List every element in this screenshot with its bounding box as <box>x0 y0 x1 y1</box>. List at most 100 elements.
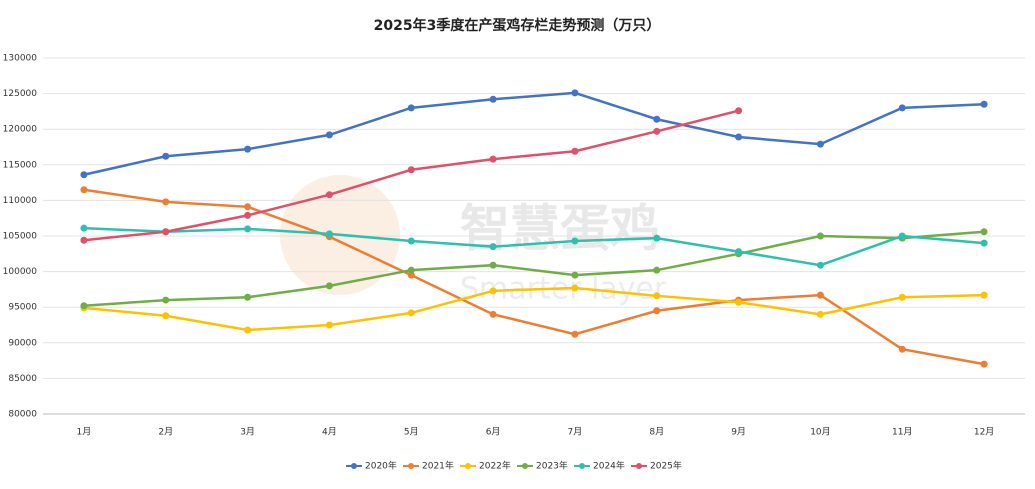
chart-title: 2025年3季度在产蛋鸡存栏走势预测（万只） <box>374 17 661 34</box>
data-point <box>898 232 906 240</box>
data-point <box>244 326 252 334</box>
data-point <box>980 100 988 108</box>
data-point <box>407 166 415 174</box>
data-point <box>325 131 333 139</box>
data-point <box>162 228 170 236</box>
data-point <box>489 95 497 103</box>
data-point <box>407 266 415 274</box>
x-tick-label: 2月 <box>158 427 173 438</box>
data-point <box>898 293 906 301</box>
y-tick-label: 120000 <box>3 125 38 135</box>
data-point <box>80 236 88 244</box>
data-point <box>898 345 906 353</box>
data-point <box>735 248 743 256</box>
data-point <box>653 292 661 300</box>
data-point <box>162 152 170 160</box>
data-point <box>244 293 252 301</box>
y-tick-label: 95000 <box>8 303 37 313</box>
y-tick-label: 130000 <box>3 54 38 64</box>
data-point <box>653 127 661 135</box>
data-point <box>898 104 906 112</box>
data-point <box>489 261 497 269</box>
legend-label: 2020年 <box>365 460 397 472</box>
legend-label: 2021年 <box>422 460 454 472</box>
data-point <box>816 310 824 318</box>
data-point <box>489 287 497 295</box>
data-point <box>980 291 988 299</box>
data-point <box>816 232 824 240</box>
x-tick-label: 4月 <box>322 427 337 438</box>
x-tick-label: 6月 <box>486 427 501 438</box>
data-point <box>571 237 579 245</box>
data-point <box>653 266 661 274</box>
data-point <box>816 291 824 299</box>
watermark: 智慧蛋鸡 <box>460 200 660 258</box>
y-tick-label: 85000 <box>8 374 37 384</box>
y-tick-label: 125000 <box>3 89 38 99</box>
data-point <box>571 284 579 292</box>
data-point <box>489 243 497 251</box>
data-point <box>80 302 88 310</box>
legend-swatch <box>522 463 528 469</box>
data-point <box>80 224 88 232</box>
data-point <box>980 239 988 247</box>
data-point <box>244 211 252 219</box>
data-point <box>244 203 252 211</box>
legend-swatch <box>579 463 585 469</box>
data-point <box>735 133 743 141</box>
x-tick-label: 11月 <box>892 427 912 438</box>
legend-label: 2025年 <box>650 460 682 472</box>
data-point <box>407 271 415 279</box>
data-point <box>735 107 743 115</box>
data-point <box>816 261 824 269</box>
x-tick-label: 1月 <box>77 427 92 438</box>
legend-swatch <box>408 463 414 469</box>
data-point <box>244 225 252 233</box>
data-point <box>571 89 579 97</box>
x-tick-label: 8月 <box>649 427 664 438</box>
series-line <box>83 230 985 308</box>
data-point <box>571 271 579 279</box>
data-point <box>653 234 661 242</box>
y-tick-label: 90000 <box>8 338 37 348</box>
x-tick-label: 10月 <box>810 427 830 438</box>
data-point <box>80 171 88 179</box>
legend-label: 2024年 <box>593 460 625 472</box>
legend-swatch <box>465 463 471 469</box>
legend-label: 2023年 <box>536 460 568 472</box>
y-tick-label: 105000 <box>3 232 38 242</box>
data-point <box>980 228 988 236</box>
series-line <box>83 91 985 176</box>
data-point <box>980 360 988 368</box>
series-line <box>83 226 985 267</box>
x-tick-label: 3月 <box>240 427 255 438</box>
legend-swatch <box>636 463 642 469</box>
y-tick-label: 115000 <box>3 160 38 170</box>
y-tick-label: 110000 <box>3 196 38 206</box>
data-point <box>407 309 415 317</box>
y-tick-label: 80000 <box>8 410 37 420</box>
legend-swatch <box>351 463 357 469</box>
data-point <box>80 186 88 194</box>
data-point <box>325 282 333 290</box>
data-point <box>325 230 333 238</box>
data-point <box>653 115 661 123</box>
data-point <box>489 155 497 163</box>
data-point <box>489 310 497 318</box>
data-point <box>407 237 415 245</box>
data-point <box>407 104 415 112</box>
series-line <box>83 188 985 366</box>
data-point <box>571 147 579 155</box>
data-point <box>571 330 579 338</box>
data-point <box>162 312 170 320</box>
data-point <box>816 140 824 148</box>
x-tick-label: 12月 <box>974 427 994 438</box>
y-tick-label: 100000 <box>3 267 38 277</box>
data-point <box>162 198 170 206</box>
data-point <box>325 191 333 199</box>
series-line <box>83 286 985 332</box>
x-tick-label: 5月 <box>404 427 419 438</box>
data-point <box>325 321 333 329</box>
data-point <box>653 307 661 315</box>
